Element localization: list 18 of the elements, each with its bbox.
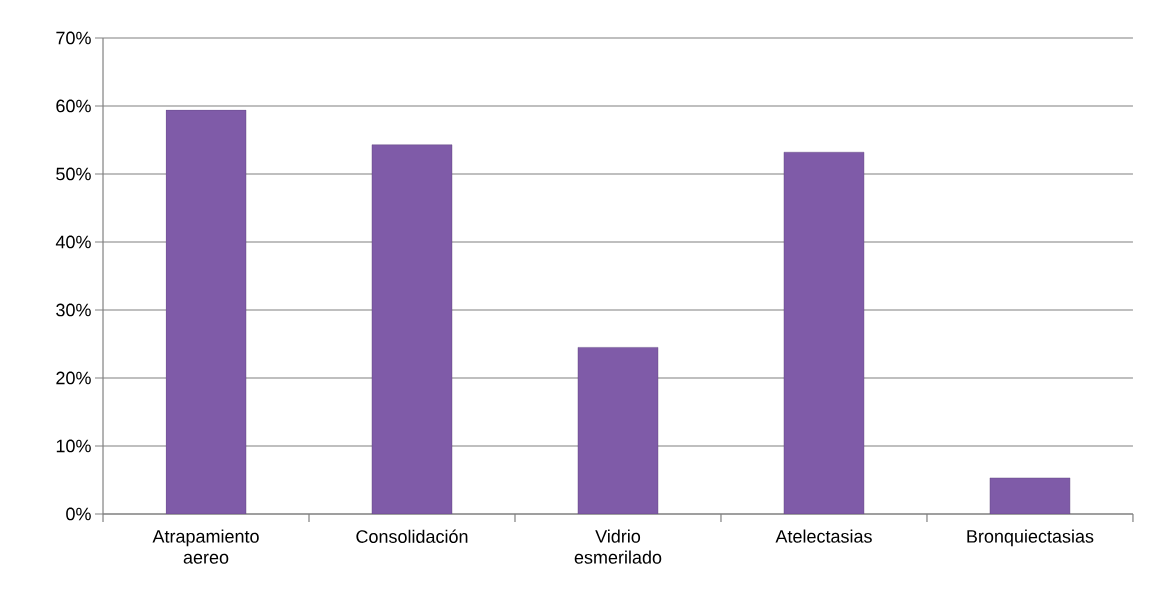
bar xyxy=(165,109,247,514)
y-tick-label: 70% xyxy=(56,31,91,45)
x-tick-label: Bronquiectasias xyxy=(967,529,1094,547)
x-tick-label: Consolidación xyxy=(356,529,468,543)
x-tick-label: Vidrio esmerilado xyxy=(574,529,662,564)
y-tick-label: 50% xyxy=(56,167,91,181)
x-tick-label: Atelectasias xyxy=(775,529,872,543)
y-tick-label: 40% xyxy=(55,235,91,249)
bar xyxy=(371,144,453,514)
y-tick-label: 10% xyxy=(56,439,91,453)
y-tick-label: 0% xyxy=(66,507,91,521)
y-tick-label: 60% xyxy=(56,99,91,113)
y-tick-label: 20% xyxy=(56,371,91,385)
y-tick-label: 30% xyxy=(56,303,91,317)
bar xyxy=(989,477,1071,514)
bar xyxy=(577,347,659,514)
x-tick-label: Atrapamiento aereo xyxy=(152,529,259,564)
bar xyxy=(783,152,865,514)
